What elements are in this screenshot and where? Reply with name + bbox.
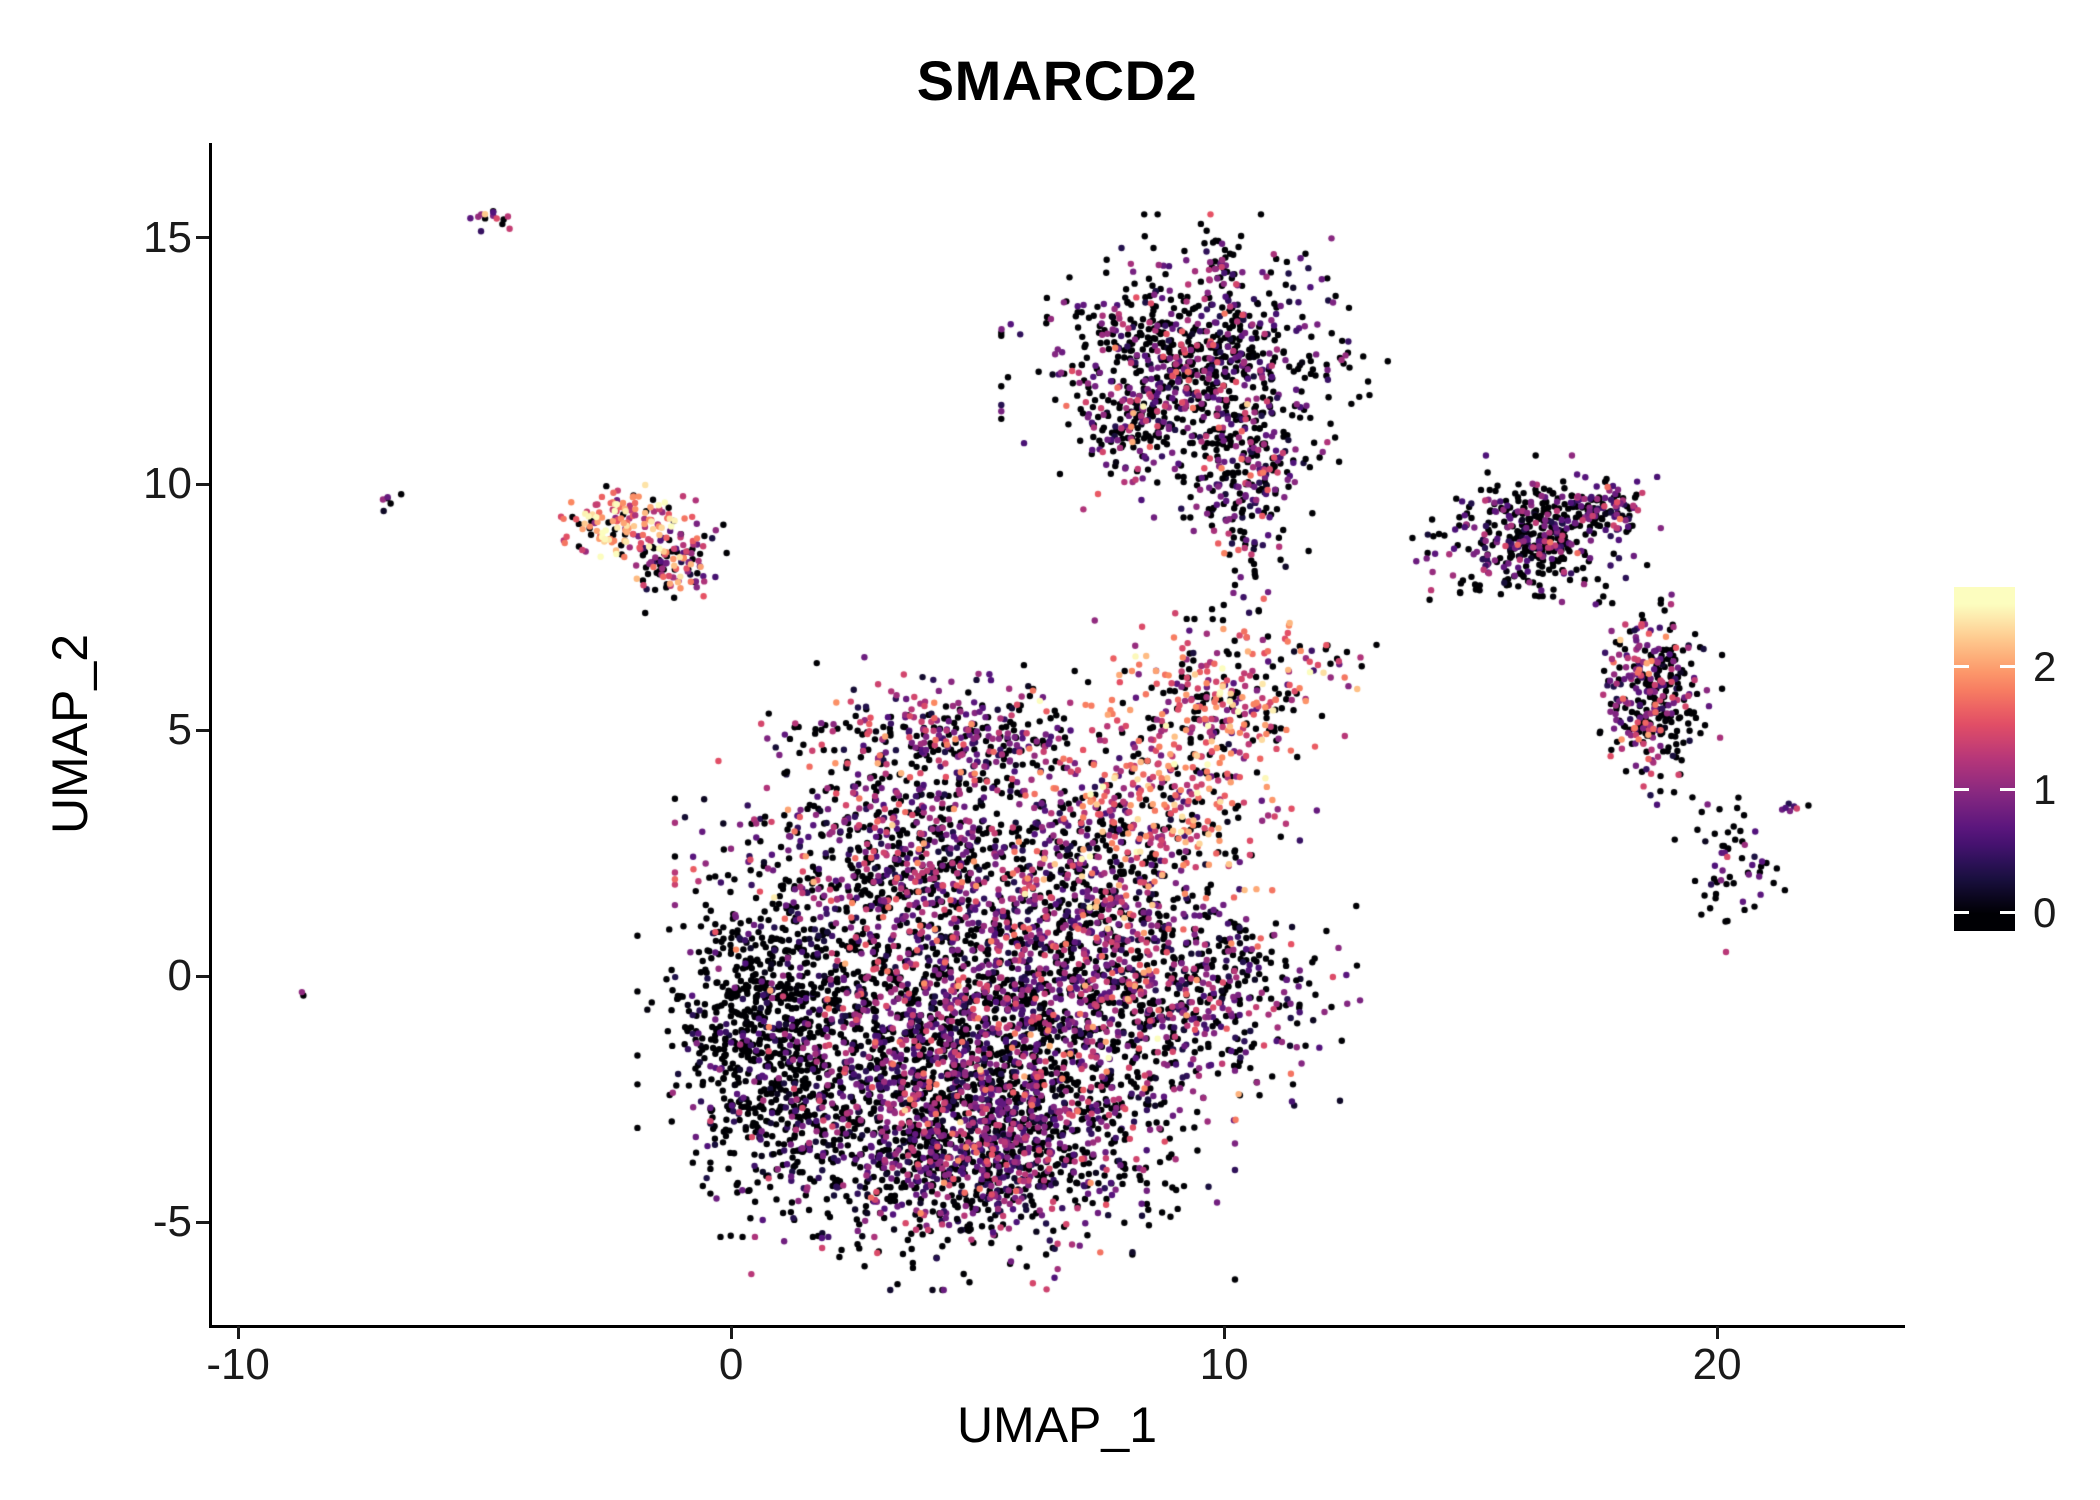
y-axis-title: UMAP_2 [42,633,98,835]
y-tick-mark [196,974,209,978]
y-tick-mark [196,482,209,486]
colorbar-tick-mark [2000,911,2015,915]
y-tick-label: 0 [167,951,192,1001]
y-tick-label: 5 [167,705,192,755]
colorbar-tick-mark [2000,788,2015,792]
y-axis-line [209,143,212,1327]
x-axis-line [209,1325,1905,1328]
x-axis-title: UMAP_1 [956,1397,1158,1453]
colorbar-gradient [1954,587,2015,931]
colorbar-tick-label: 2 [2033,642,2057,690]
colorbar-tick-mark [1954,665,1969,669]
x-tick-label: 0 [718,1340,744,1389]
y-tick-label: 15 [143,212,192,262]
colorbar-tick-mark [2000,665,2015,669]
x-tick-mark [1222,1326,1226,1339]
colorbar-tick-mark [1954,788,1969,792]
colorbar-tick-label: 1 [2033,765,2057,813]
y-tick-label: 10 [143,459,192,509]
x-tick-label: 20 [1692,1340,1742,1389]
x-tick-label: 10 [1199,1340,1249,1389]
y-tick-mark [196,728,209,732]
y-tick-label: -5 [152,1197,192,1247]
x-tick-mark [729,1326,733,1339]
colorbar-tick-label: 0 [2033,888,2057,936]
x-tick-label: -10 [206,1340,270,1389]
colorbar-tick-mark [1954,911,1969,915]
x-tick-mark [236,1326,240,1339]
y-tick-mark [196,1220,209,1224]
plot-title: SMARCD2 [916,49,1198,112]
y-tick-mark [196,236,209,240]
x-tick-mark [1715,1326,1719,1339]
